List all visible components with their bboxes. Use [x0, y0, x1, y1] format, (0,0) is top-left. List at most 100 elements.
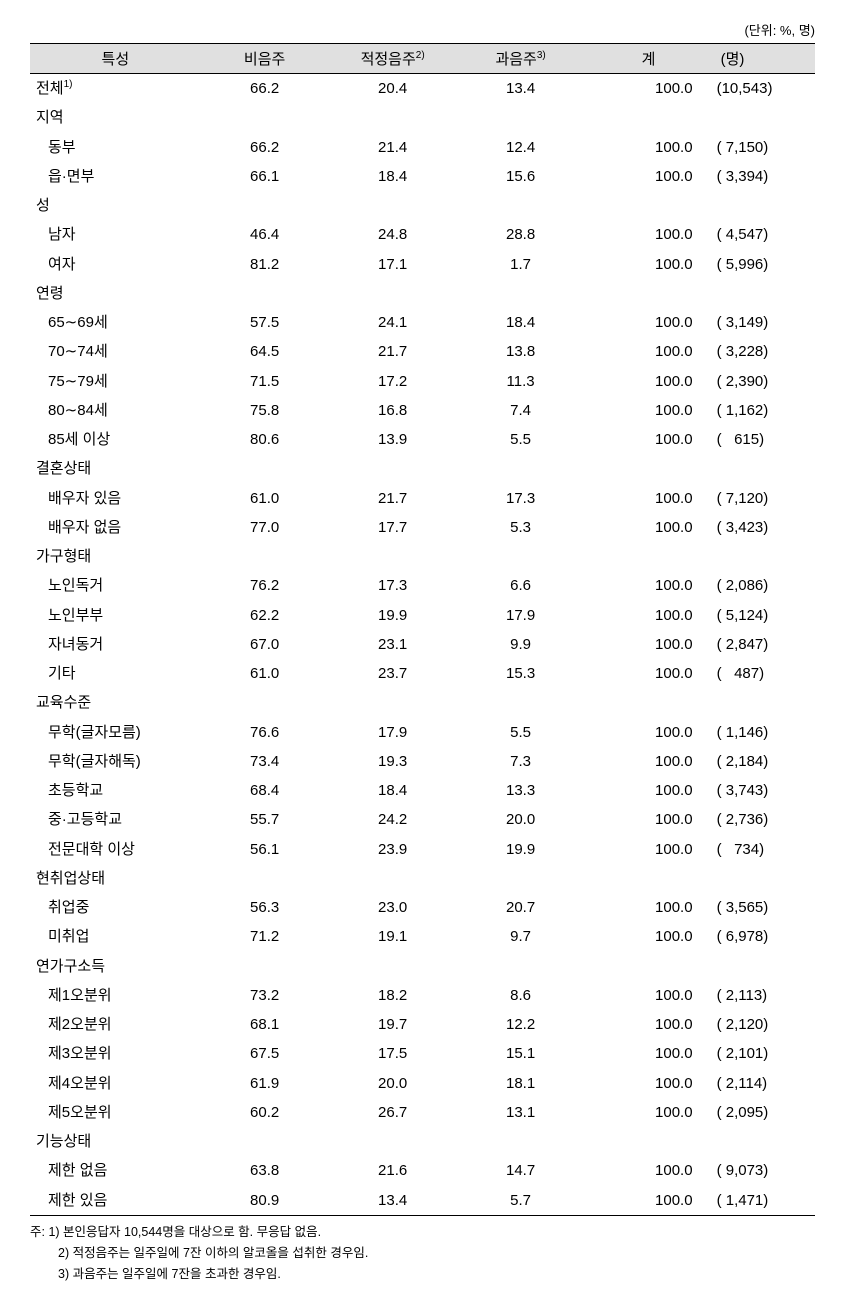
- cell-heavy: 20.7: [457, 893, 585, 922]
- cell-moderate: 17.2: [329, 367, 457, 396]
- table-row: 여자81.217.11.7100.0( 5,996): [30, 250, 815, 279]
- row-label: 무학(글자해독): [30, 747, 201, 776]
- row-label: 기타: [30, 659, 201, 688]
- cell-moderate: 17.5: [329, 1039, 457, 1068]
- cell-moderate: 20.4: [329, 74, 457, 104]
- cell-non-drink: 76.6: [201, 718, 329, 747]
- cell-total: [585, 454, 713, 483]
- cell-moderate: 17.9: [329, 718, 457, 747]
- cell-heavy: 12.4: [457, 133, 585, 162]
- cell-total: 100.0: [585, 484, 713, 513]
- cell-moderate: 21.7: [329, 484, 457, 513]
- row-label: 결혼상태: [30, 454, 201, 483]
- cell-moderate: 18.2: [329, 981, 457, 1010]
- cell-non-drink: 73.2: [201, 981, 329, 1010]
- row-label: 현취업상태: [30, 864, 201, 893]
- row-label: 취업중: [30, 893, 201, 922]
- table-row: 85세 이상80.613.95.5100.0( 615): [30, 425, 815, 454]
- row-label: 가구형태: [30, 542, 201, 571]
- cell-non-drink: 60.2: [201, 1098, 329, 1127]
- cell-heavy: [457, 542, 585, 571]
- cell-count: ( 3,565): [713, 893, 815, 922]
- cell-total: [585, 542, 713, 571]
- cell-total: 100.0: [585, 718, 713, 747]
- footnote-1: 주: 1) 본인응답자 10,544명을 대상으로 함. 무응답 없음.: [30, 1222, 815, 1243]
- row-label: 교육수준: [30, 688, 201, 717]
- cell-heavy: 13.1: [457, 1098, 585, 1127]
- cell-non-drink: 66.2: [201, 74, 329, 104]
- cell-count: ( 2,114): [713, 1069, 815, 1098]
- unit-label: (단위: %, 명): [30, 20, 815, 39]
- cell-moderate: 21.4: [329, 133, 457, 162]
- cell-non-drink: [201, 454, 329, 483]
- cell-heavy: 15.3: [457, 659, 585, 688]
- cell-total: [585, 1127, 713, 1156]
- row-label: 제5오분위: [30, 1098, 201, 1127]
- cell-non-drink: 73.4: [201, 747, 329, 776]
- cell-moderate: 20.0: [329, 1069, 457, 1098]
- cell-heavy: 1.7: [457, 250, 585, 279]
- row-label: 제한 없음: [30, 1156, 201, 1185]
- cell-count: [713, 542, 815, 571]
- table-row: 80∼84세75.816.87.4100.0( 1,162): [30, 396, 815, 425]
- table-row: 노인독거76.217.36.6100.0( 2,086): [30, 571, 815, 600]
- header-count: (명): [713, 44, 815, 74]
- row-label: 기능상태: [30, 1127, 201, 1156]
- header-heavy: 과음주3): [457, 44, 585, 74]
- table-row: 연가구소득: [30, 952, 815, 981]
- cell-heavy: 28.8: [457, 220, 585, 249]
- row-label: 전체1): [30, 74, 201, 104]
- cell-count: ( 487): [713, 659, 815, 688]
- cell-total: 100.0: [585, 981, 713, 1010]
- cell-count: ( 3,743): [713, 776, 815, 805]
- row-label: 남자: [30, 220, 201, 249]
- cell-moderate: 17.1: [329, 250, 457, 279]
- cell-total: 100.0: [585, 133, 713, 162]
- table-row: 무학(글자모름)76.617.95.5100.0( 1,146): [30, 718, 815, 747]
- footnote-3: 3) 과음주는 일주일에 7잔을 초과한 경우임.: [30, 1264, 815, 1285]
- footnotes: 주: 1) 본인응답자 10,544명을 대상으로 함. 무응답 없음. 2) …: [30, 1222, 815, 1286]
- cell-non-drink: [201, 864, 329, 893]
- table-row: 기타61.023.715.3100.0( 487): [30, 659, 815, 688]
- cell-moderate: 24.2: [329, 805, 457, 834]
- cell-total: 100.0: [585, 630, 713, 659]
- cell-non-drink: 80.9: [201, 1186, 329, 1216]
- table-row: 취업중56.323.020.7100.0( 3,565): [30, 893, 815, 922]
- row-label: 읍·면부: [30, 162, 201, 191]
- cell-total: [585, 103, 713, 132]
- cell-total: 100.0: [585, 425, 713, 454]
- row-label-sup: 1): [64, 79, 73, 90]
- header-moderate: 적정음주2): [329, 44, 457, 74]
- header-feature: 특성: [30, 44, 201, 74]
- cell-heavy: 18.1: [457, 1069, 585, 1098]
- table-row: 중·고등학교55.724.220.0100.0( 2,736): [30, 805, 815, 834]
- cell-count: ( 3,149): [713, 308, 815, 337]
- cell-heavy: 19.9: [457, 835, 585, 864]
- cell-count: ( 2,095): [713, 1098, 815, 1127]
- cell-moderate: 13.4: [329, 1186, 457, 1216]
- cell-count: ( 2,101): [713, 1039, 815, 1068]
- table-row: 결혼상태: [30, 454, 815, 483]
- cell-total: 100.0: [585, 893, 713, 922]
- table-row: 전문대학 이상56.123.919.9100.0( 734): [30, 835, 815, 864]
- cell-non-drink: 71.5: [201, 367, 329, 396]
- cell-non-drink: [201, 952, 329, 981]
- table-row: 제2오분위68.119.712.2100.0( 2,120): [30, 1010, 815, 1039]
- cell-heavy: 18.4: [457, 308, 585, 337]
- cell-moderate: 21.6: [329, 1156, 457, 1185]
- cell-heavy: 9.7: [457, 922, 585, 951]
- cell-count: ( 9,073): [713, 1156, 815, 1185]
- cell-count: ( 615): [713, 425, 815, 454]
- table-row: 65∼69세57.524.118.4100.0( 3,149): [30, 308, 815, 337]
- table-row: 제한 있음80.913.45.7100.0( 1,471): [30, 1186, 815, 1216]
- table-row: 연령: [30, 279, 815, 308]
- row-label: 미취업: [30, 922, 201, 951]
- cell-moderate: 23.1: [329, 630, 457, 659]
- table-row: 초등학교68.418.413.3100.0( 3,743): [30, 776, 815, 805]
- table-row: 자녀동거67.023.19.9100.0( 2,847): [30, 630, 815, 659]
- cell-moderate: [329, 1127, 457, 1156]
- table-body: 전체1)66.220.413.4100.0(10,543)지역동부66.221.…: [30, 74, 815, 1216]
- row-label: 80∼84세: [30, 396, 201, 425]
- cell-heavy: 15.1: [457, 1039, 585, 1068]
- cell-count: ( 1,146): [713, 718, 815, 747]
